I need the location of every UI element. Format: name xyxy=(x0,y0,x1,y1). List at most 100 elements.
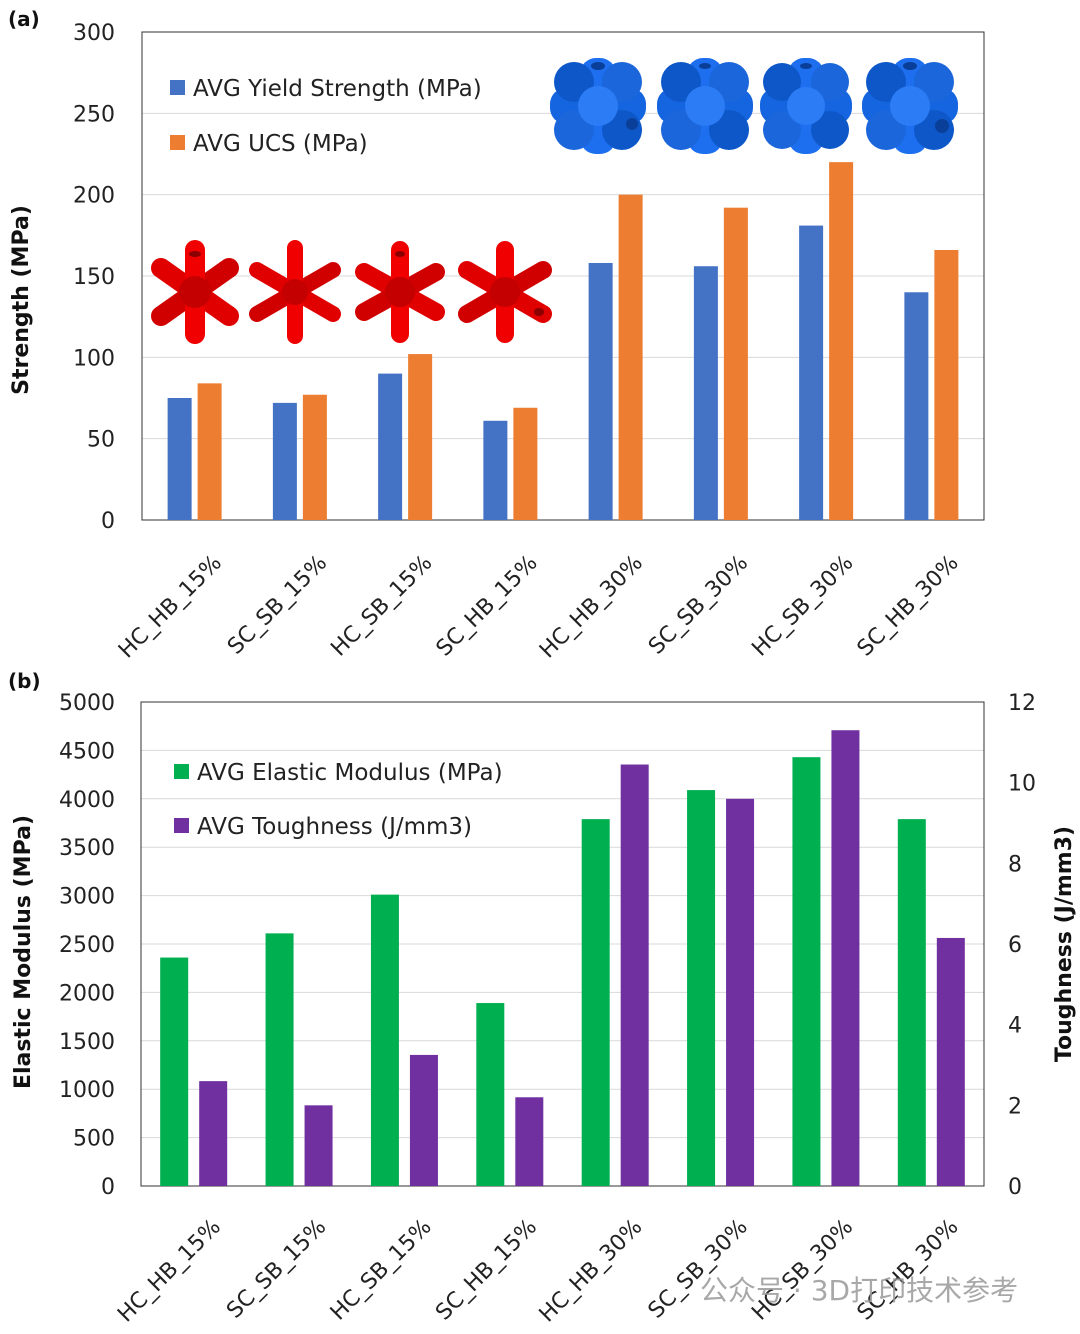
bar-yield-strength xyxy=(272,402,297,520)
bar-yield-strength xyxy=(167,398,192,520)
bar-ucs xyxy=(513,407,538,520)
blue-lattice-icon xyxy=(550,58,646,154)
bar-toughness xyxy=(936,937,965,1186)
bar-toughness xyxy=(409,1054,438,1186)
plot-area-b xyxy=(140,701,985,1187)
y2-tick-label: 4 xyxy=(1008,1014,1022,1039)
plot-area-a xyxy=(141,31,985,521)
x-category-label: SC_HB_15% xyxy=(432,551,543,662)
bar-ucs xyxy=(618,194,643,520)
bar-ucs xyxy=(829,162,854,520)
bar-elastic-modulus xyxy=(265,933,294,1186)
bars-a xyxy=(167,162,959,520)
bar-elastic-modulus xyxy=(581,819,610,1186)
bar-elastic-modulus xyxy=(370,894,399,1186)
y-tick-label: 300 xyxy=(73,21,115,46)
legend-label-toughness: AVG Toughness (J/mm3) xyxy=(197,814,472,840)
bar-elastic-modulus xyxy=(160,957,189,1186)
y-ticks-a: 0 50 100 150 200 250 300 xyxy=(73,21,115,534)
y-tick-label: 4000 xyxy=(59,788,115,813)
x-category-label: HC_SB_15% xyxy=(326,1215,437,1326)
legend-label-ucs: AVG UCS (MPa) xyxy=(193,131,368,157)
x-category-label: SC_HB_30% xyxy=(853,1215,964,1326)
bar-toughness xyxy=(726,798,755,1186)
x-category-label: SC_SB_15% xyxy=(223,551,332,660)
x-category-label: HC_HB_15% xyxy=(113,1215,226,1328)
red-lattice-icon xyxy=(355,241,445,343)
bar-yield-strength xyxy=(904,292,929,520)
watermark-text: 公众号 · 3D打印技术参考 xyxy=(700,1274,1018,1307)
y-tick-label: 1000 xyxy=(59,1078,115,1103)
legend-swatch-modulus xyxy=(174,764,189,779)
y-tick-label: 2000 xyxy=(59,981,115,1006)
y-axis-title-a: Strength (MPa) xyxy=(9,205,34,395)
y2-tick-label: 10 xyxy=(1008,772,1036,797)
x-category-label: SC_HB_30% xyxy=(853,551,964,662)
bar-ucs xyxy=(197,383,222,520)
legend-swatch-toughness xyxy=(174,818,189,833)
bar-toughness xyxy=(831,730,860,1186)
x-category-label: HC_SB_30% xyxy=(747,1215,858,1326)
y2-tick-label: 6 xyxy=(1008,933,1022,958)
y-tick-label: 200 xyxy=(73,184,115,209)
y-axis-title-b: Elastic Modulus (MPa) xyxy=(11,815,36,1089)
bar-ucs xyxy=(408,354,433,520)
y-tick-label: 2500 xyxy=(59,933,115,958)
y2-ticks-b: 0 2 4 6 8 10 12 xyxy=(1008,691,1036,1200)
x-category-label: SC_SB_15% xyxy=(222,1215,331,1324)
y-tick-label: 5000 xyxy=(59,691,115,716)
bar-yield-strength xyxy=(483,420,508,520)
y-tick-label: 150 xyxy=(73,265,115,290)
panel-label-b: (b) xyxy=(8,669,41,693)
red-lattice-images xyxy=(151,240,552,344)
x-category-label: HC_SB_30% xyxy=(747,551,858,662)
y-tick-label: 4500 xyxy=(59,739,115,764)
bar-toughness xyxy=(515,1097,544,1186)
y-tick-label: 3500 xyxy=(59,836,115,861)
x-category-label: HC_HB_15% xyxy=(114,551,227,664)
bar-yield-strength xyxy=(588,262,613,520)
bar-yield-strength xyxy=(378,373,403,520)
bar-ucs xyxy=(723,207,748,520)
y-tick-label: 250 xyxy=(73,102,115,127)
bar-elastic-modulus xyxy=(792,757,821,1186)
y2-axis-title-b: Toughness (J/mm3) xyxy=(1052,826,1077,1062)
y-tick-label: 50 xyxy=(87,428,115,453)
x-category-label: HC_SB_15% xyxy=(326,551,437,662)
y2-tick-label: 12 xyxy=(1008,691,1036,716)
legend-label-yield: AVG Yield Strength (MPa) xyxy=(193,76,482,102)
y2-tick-label: 8 xyxy=(1008,852,1022,877)
x-category-label: HC_HB_30% xyxy=(535,551,648,664)
legend-a: AVG Yield Strength (MPa) AVG UCS (MPa) xyxy=(170,76,482,157)
bar-toughness xyxy=(199,1081,228,1186)
y2-tick-label: 0 xyxy=(1008,1175,1022,1200)
y-tick-label: 500 xyxy=(73,1127,115,1152)
y-tick-label: 1500 xyxy=(59,1030,115,1055)
bar-elastic-modulus xyxy=(687,790,716,1186)
legend-swatch-ucs xyxy=(170,135,185,150)
bar-yield-strength xyxy=(693,266,718,520)
x-category-label: HC_HB_30% xyxy=(535,1215,648,1328)
bar-ucs xyxy=(934,249,959,520)
y-tick-label: 100 xyxy=(73,346,115,371)
blue-lattice-icon xyxy=(657,58,753,154)
bar-elastic-modulus xyxy=(897,819,926,1186)
blue-lattice-icon xyxy=(862,58,958,154)
blue-lattice-icon xyxy=(760,58,852,154)
y2-tick-label: 2 xyxy=(1008,1094,1022,1119)
x-category-label: SC_SB_30% xyxy=(644,551,753,660)
bar-toughness xyxy=(304,1105,333,1186)
x-categories-a: HC_HB_15%SC_SB_15%HC_SB_15%SC_HB_15%HC_H… xyxy=(114,551,964,664)
bar-ucs xyxy=(302,394,327,520)
blue-lattice-images xyxy=(550,58,958,154)
panel-label-a: (a) xyxy=(8,7,40,31)
bar-elastic-modulus xyxy=(476,1003,505,1186)
bars-b xyxy=(160,730,965,1186)
bar-yield-strength xyxy=(799,225,824,520)
y-ticks-b: 0 500 1000 1500 2000 2500 3000 3500 4000 4500 5000 xyxy=(59,691,115,1200)
legend-swatch-yield xyxy=(170,80,185,95)
y-tick-label: 0 xyxy=(101,1175,115,1200)
y-tick-label: 0 xyxy=(101,509,115,534)
legend-label-modulus: AVG Elastic Modulus (MPa) xyxy=(197,760,503,786)
